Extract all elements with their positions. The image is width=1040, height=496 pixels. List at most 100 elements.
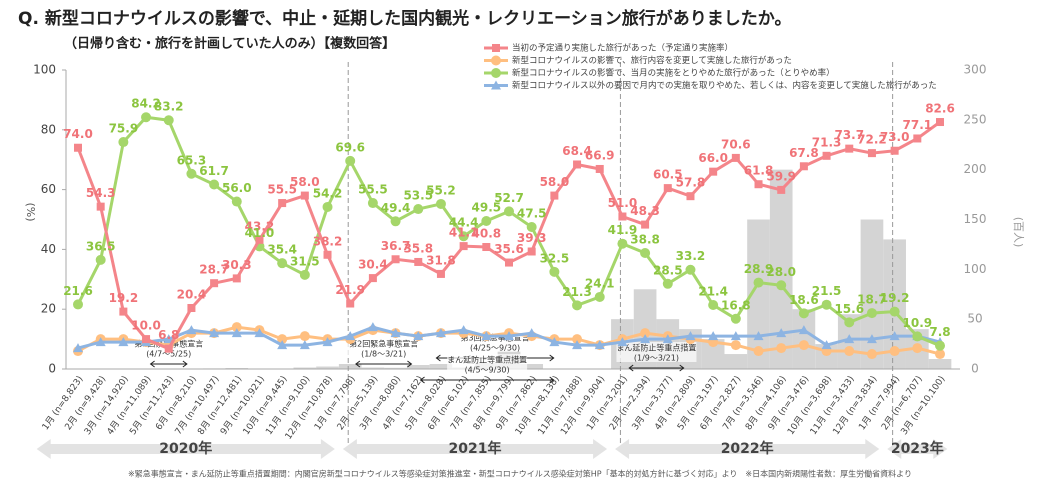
marker [936, 118, 944, 127]
marker [458, 231, 469, 242]
marker [889, 306, 900, 317]
data-label: 77.1 [903, 118, 933, 132]
x-tick-label: 3月 (n=8,080) [358, 374, 404, 432]
x-tick-label: 2月 (n=5,139) [335, 374, 381, 432]
marker [186, 325, 197, 335]
data-label: 36.7 [381, 239, 411, 253]
data-label: 49.5 [472, 200, 502, 214]
marker [573, 160, 582, 169]
marker [776, 328, 787, 338]
marker [277, 334, 288, 345]
marker [866, 334, 877, 344]
marker [491, 80, 501, 90]
marker [345, 155, 356, 166]
marker [118, 137, 129, 148]
data-label: 44.4 [449, 216, 479, 230]
marker [889, 331, 900, 341]
data-label: 7.8 [929, 325, 950, 339]
marker [844, 334, 855, 344]
marker [686, 192, 695, 201]
marker [594, 340, 605, 350]
marker [413, 204, 424, 215]
marker [709, 167, 718, 176]
data-label: 71.3 [812, 135, 842, 149]
marker [845, 144, 854, 153]
marker [118, 337, 129, 347]
data-label: 30.4 [358, 258, 388, 272]
marker [822, 151, 831, 160]
marker [730, 313, 741, 324]
data-label: 20.4 [177, 288, 207, 302]
legend-label: 新型コロナウイルスの影響で、当月の実施をとりやめた旅行があった（とりやめ率） [512, 68, 835, 79]
legend-label: 新型コロナウイルスの影響で、旅行内容を変更して実施した旅行があった [512, 55, 792, 66]
y-axis-label: (%) [24, 202, 37, 221]
marker [367, 322, 378, 332]
marker [390, 328, 401, 338]
marker [821, 340, 832, 350]
marker [798, 325, 809, 335]
data-label: 59.9 [766, 169, 796, 183]
marker [572, 340, 583, 350]
marker [866, 308, 877, 319]
marker [413, 331, 424, 341]
data-label: 35.4 [267, 243, 297, 257]
marker [867, 149, 876, 158]
legend-label: 新型コロナウイルス以外の要因で月内での実施を取りやめた、若しくは、内容を変更して… [512, 80, 937, 91]
annotation-text: まん延防止等重点措置 [616, 343, 696, 353]
y2-tick-label: 200 [964, 162, 987, 176]
y-tick-label: 40 [41, 242, 56, 256]
data-label: 21.9 [335, 283, 365, 297]
data-label: 18.6 [789, 293, 819, 307]
data-label: 21.6 [63, 284, 93, 298]
data-label: 56.0 [222, 181, 252, 195]
x-tick-label: 2月 (n=6,707) [879, 374, 925, 432]
marker [640, 334, 651, 344]
y-tick-label: 20 [41, 302, 56, 316]
marker [164, 344, 173, 353]
marker [299, 331, 310, 342]
data-label: 28.5 [653, 263, 683, 277]
y2-axis-label: (百人) [1012, 217, 1025, 248]
data-label: 58.0 [540, 175, 570, 189]
marker [436, 269, 445, 278]
marker [641, 220, 650, 229]
marker [96, 202, 105, 211]
marker [323, 250, 332, 259]
marker [300, 191, 309, 200]
data-label: 72.2 [857, 133, 887, 147]
marker [912, 331, 923, 342]
data-label: 55.5 [267, 183, 297, 197]
marker [142, 335, 151, 344]
data-label: 65.3 [177, 153, 207, 167]
case-bar [384, 367, 407, 369]
marker [663, 184, 672, 193]
x-tick-label: 8月 (n=4,106) [743, 374, 789, 432]
marker [527, 247, 536, 256]
case-bar [293, 367, 317, 369]
data-label: 30.3 [222, 258, 252, 272]
marker [685, 331, 696, 341]
marker [594, 291, 605, 302]
data-label: 53.5 [403, 189, 433, 203]
marker [730, 331, 741, 341]
x-tick-label: 4月 (n=7,162) [380, 374, 426, 432]
case-bar [701, 339, 725, 369]
x-tick-label: 7月 (n=7,855) [448, 374, 494, 432]
case-bar [316, 366, 339, 369]
marker [232, 274, 241, 283]
data-label: 41.0 [245, 226, 275, 240]
year-label: 2022年 [721, 440, 774, 457]
marker [435, 328, 446, 338]
annotation-bg [455, 332, 536, 352]
marker [866, 349, 877, 360]
data-label: 48.3 [630, 204, 660, 218]
marker [595, 164, 604, 173]
data-label: 66.0 [698, 151, 728, 165]
data-label: 73.7 [834, 128, 864, 142]
data-label: 38.8 [630, 232, 660, 246]
y-tick-label: 60 [41, 182, 56, 196]
data-label: 66.9 [585, 148, 615, 162]
annotation-text: 第2回緊急事態宣言 [349, 339, 418, 349]
marker [255, 235, 264, 244]
